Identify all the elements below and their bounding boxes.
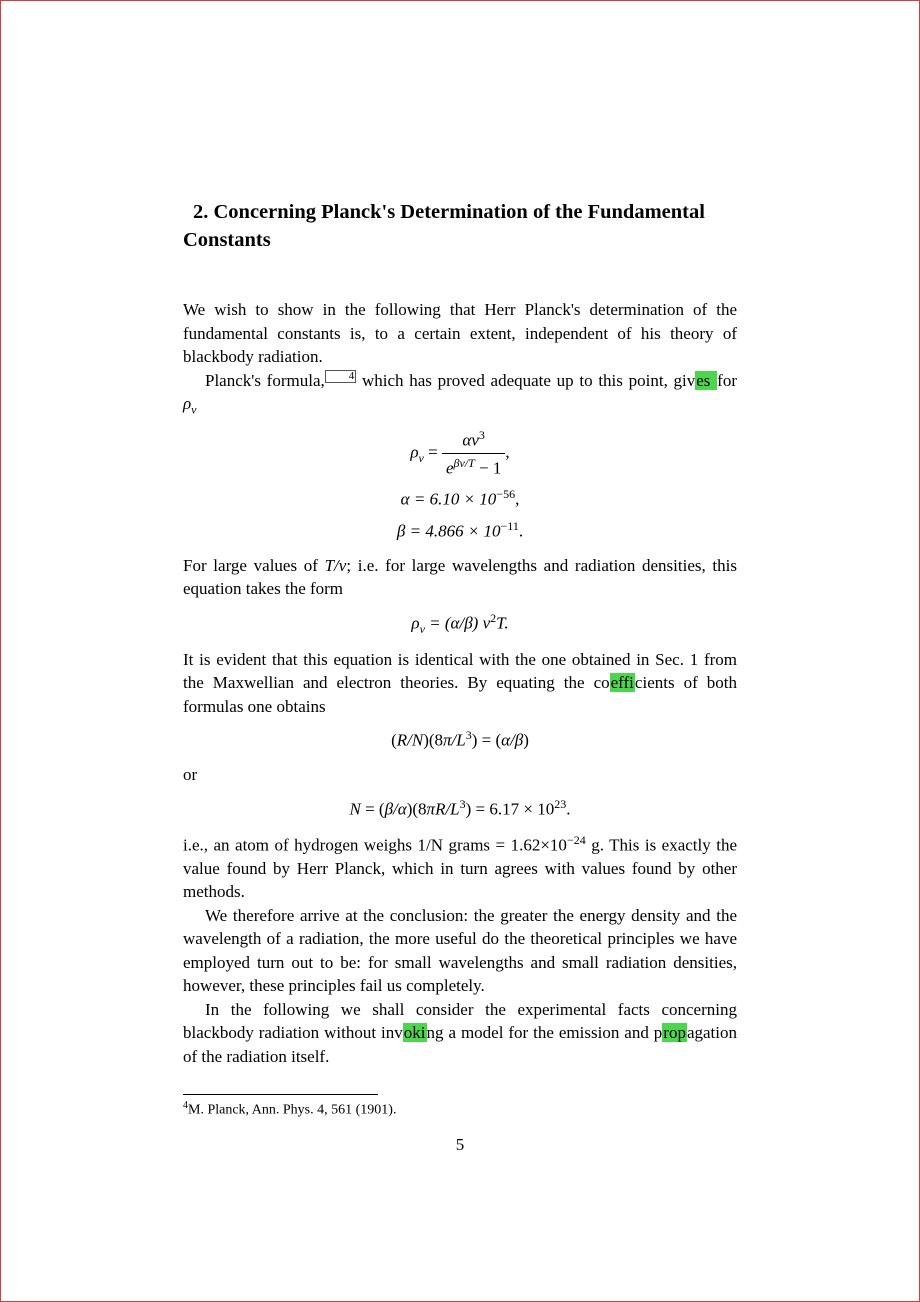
highlight: oki <box>403 1023 427 1042</box>
paragraph-3: For large values of T/ν; i.e. for large … <box>183 554 737 601</box>
highlight: rop <box>662 1023 687 1042</box>
equation-5: (R/N)(8π/L3) = (α/β) <box>183 726 737 753</box>
body-text: We wish to show in the following that He… <box>183 298 737 1119</box>
paragraph-1: We wish to show in the following that He… <box>183 298 737 368</box>
highlight: effi <box>610 673 635 692</box>
paragraph-7: We therefore arrive at the conclusion: t… <box>183 904 737 998</box>
section-title: 2. Concerning Planck's Determination of … <box>183 199 737 254</box>
footnote: 4M. Planck, Ann. Phys. 4, 561 (1901). <box>183 1099 737 1120</box>
page-number: 5 <box>1 1135 919 1155</box>
equation-6: N = (β/α)(8πR/L3) = 6.17 × 1023. <box>183 795 737 822</box>
footnote-text: M. Planck, Ann. Phys. 4, 561 (1901). <box>188 1103 396 1118</box>
section-title-text: Concerning Planck's Determination of the… <box>183 201 705 251</box>
equation-4: ρν = (α/β) ν2T. <box>183 609 737 638</box>
paragraph-6: i.e., an atom of hydrogen weighs 1/N gra… <box>183 832 737 904</box>
highlight: es <box>695 371 717 390</box>
paragraph-2: Planck's formula,4 which has proved adeq… <box>183 369 737 418</box>
footnote-marker[interactable]: 4 <box>325 370 357 383</box>
section-number: 2. <box>193 201 208 223</box>
paragraph-5: or <box>183 763 737 786</box>
page-content: 2. Concerning Planck's Determination of … <box>1 1 919 1120</box>
paragraph-4: It is evident that this equation is iden… <box>183 648 737 718</box>
equation-1: ρν = αν3eβν/T − 1, α = 6.10 × 10−56, β =… <box>183 426 737 544</box>
footnote-rule <box>183 1094 378 1095</box>
paragraph-8: In the following we shall consider the e… <box>183 998 737 1068</box>
